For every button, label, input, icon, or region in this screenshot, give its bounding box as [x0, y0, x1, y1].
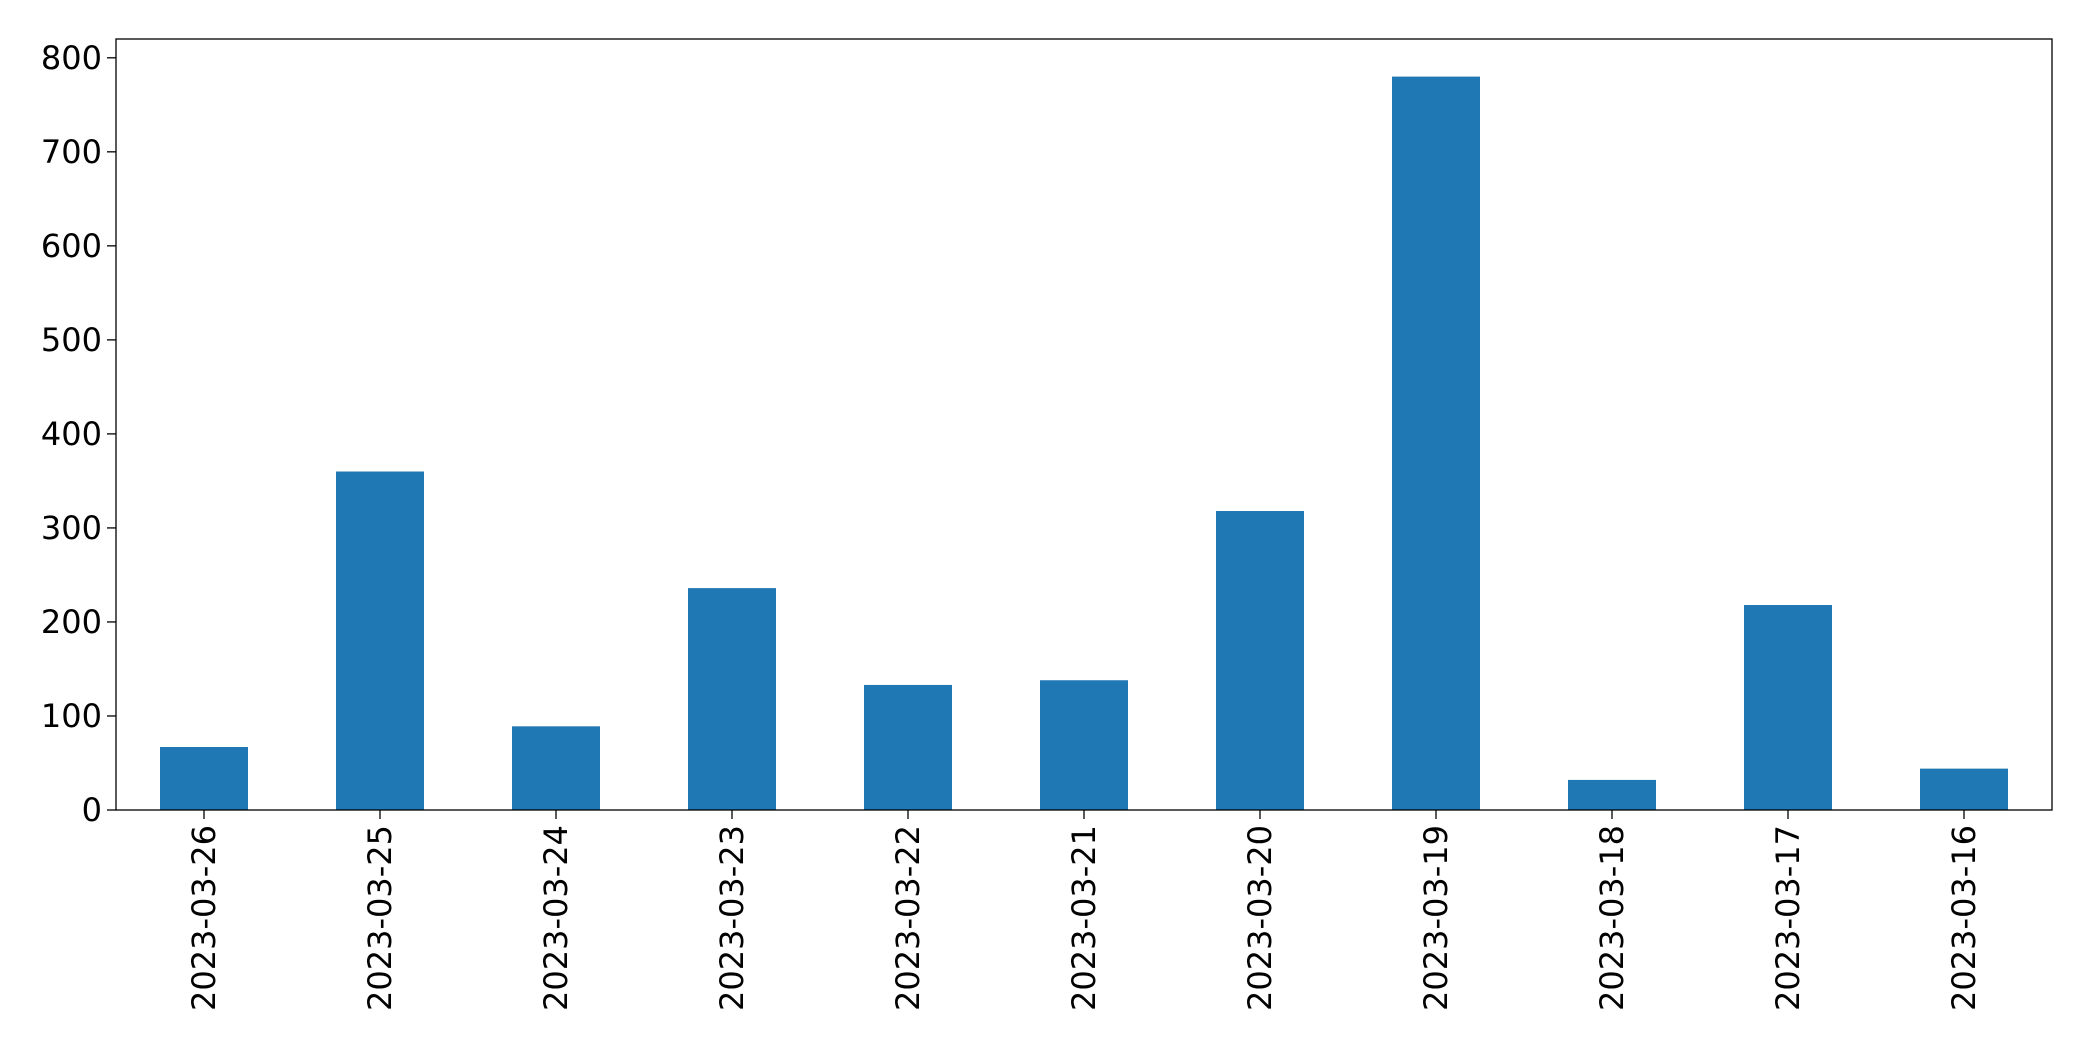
- x-tick-label: 2023-03-25: [361, 825, 399, 1011]
- x-tick-label: 2023-03-24: [537, 825, 575, 1011]
- bar: [688, 588, 776, 810]
- bar: [1040, 680, 1128, 810]
- bar: [1744, 605, 1832, 810]
- y-tick-label: 0: [82, 791, 102, 829]
- bar: [864, 684, 952, 810]
- y-tick-label: 400: [41, 415, 102, 453]
- y-tick-label: 800: [41, 39, 102, 77]
- x-tick-label: 2023-03-16: [1945, 825, 1983, 1011]
- y-tick-label: 200: [41, 603, 102, 641]
- plot-frame: [115, 38, 2053, 811]
- y-tick-label: 500: [41, 321, 102, 359]
- bar: [1568, 779, 1656, 810]
- y-tick-label: 100: [41, 697, 102, 735]
- x-tick-label: 2023-03-20: [1241, 825, 1279, 1011]
- x-tick-label: 2023-03-17: [1769, 825, 1807, 1011]
- x-tick-label: 2023-03-21: [1065, 825, 1103, 1011]
- bar: [512, 726, 600, 810]
- x-tick-label: 2023-03-19: [1417, 825, 1455, 1011]
- x-tick-label: 2023-03-26: [185, 825, 223, 1011]
- bar: [1216, 511, 1304, 810]
- bar: [1920, 768, 2008, 810]
- x-tick-label: 2023-03-23: [713, 825, 751, 1011]
- x-tick-label: 2023-03-18: [1593, 825, 1631, 1011]
- y-tick-label: 600: [41, 227, 102, 265]
- bar: [336, 471, 424, 810]
- y-tick-label: 300: [41, 509, 102, 547]
- x-tick-label: 2023-03-22: [889, 825, 927, 1011]
- bar: [160, 747, 248, 810]
- bar: [1392, 76, 1480, 811]
- y-tick-label: 700: [41, 133, 102, 171]
